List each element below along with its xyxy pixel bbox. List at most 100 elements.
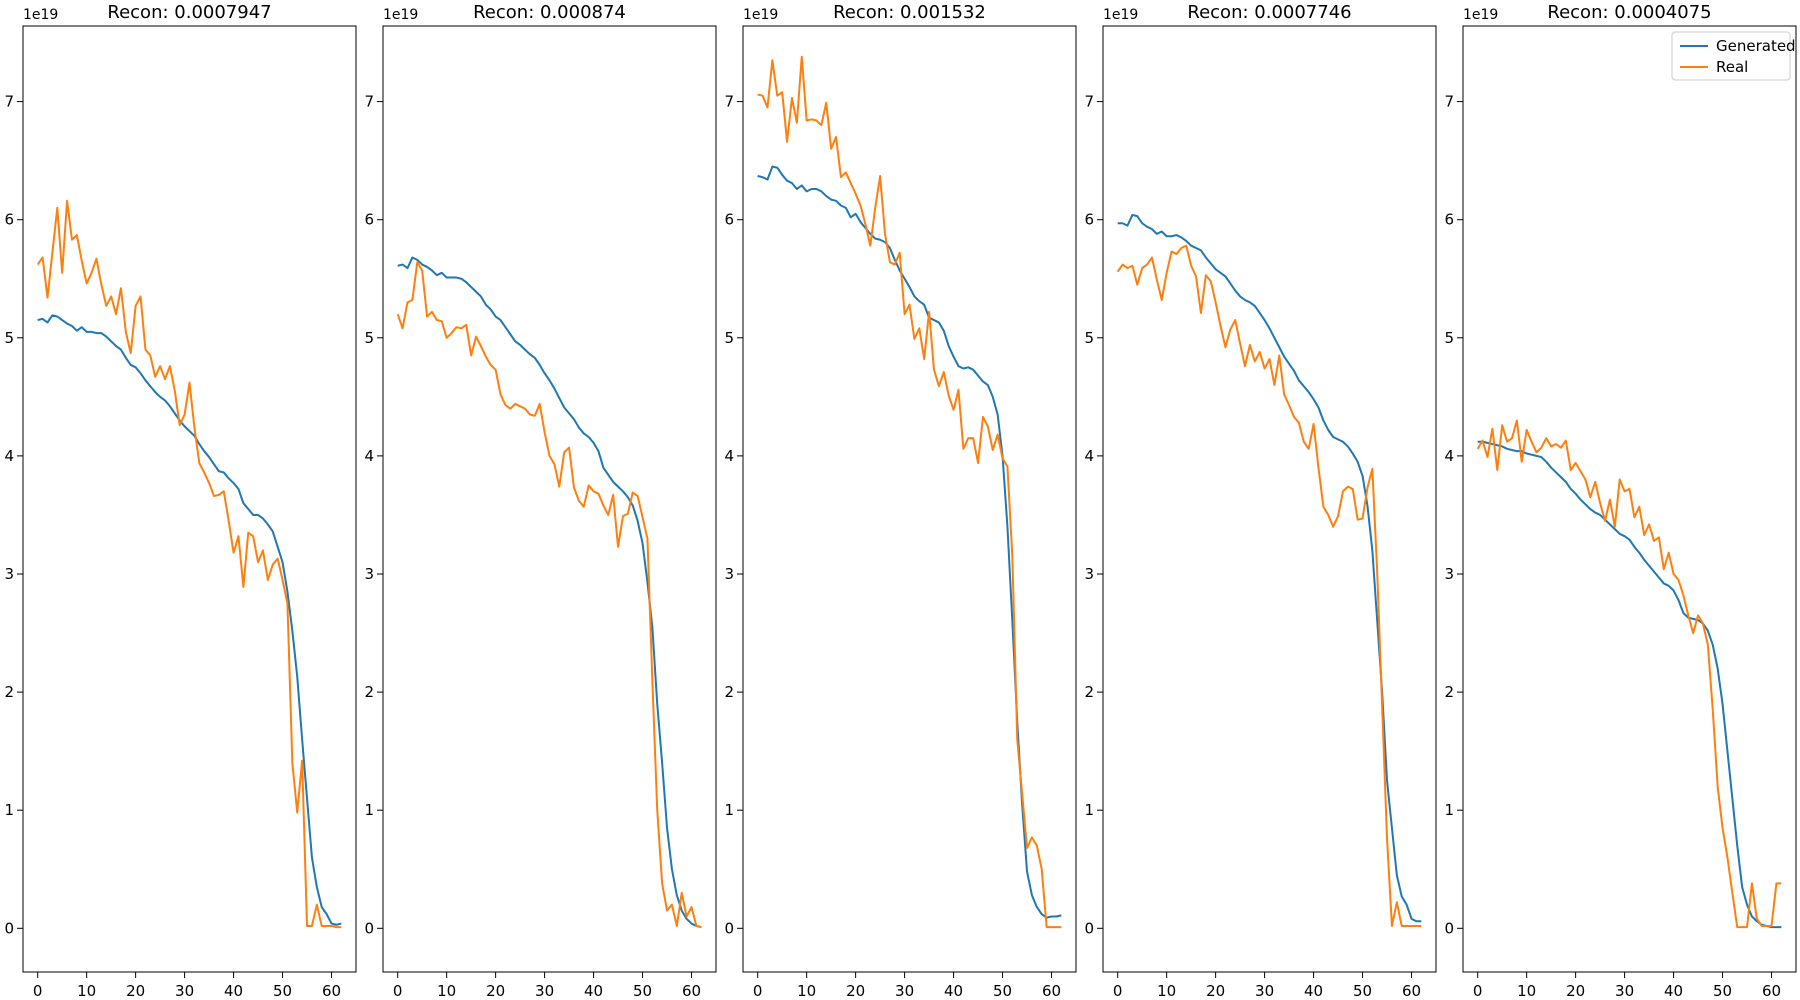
panel-3-y-tick-label: 7 xyxy=(724,93,734,111)
panel-2: 0 10 20 30 40 50 60 0 1 2 3 4 5 6 7 1e19 Recon: 0.000874 xyxy=(364,2,717,1000)
panel-5-y-tick-label: 6 xyxy=(1444,211,1454,229)
panel-1-title: Recon: 0.0007947 xyxy=(107,2,271,23)
panel-5-x-tick-label: 20 xyxy=(1566,982,1585,1000)
panel-1: 0 10 20 30 40 50 60 0 1 2 3 4 5 6 7 1e19 Recon: 0.000794… xyxy=(4,2,357,1000)
panel-4-y-tick-label: 6 xyxy=(1084,211,1094,229)
panel-4-y-tick-label: 4 xyxy=(1084,447,1094,465)
panel-4-y-tick-label: 0 xyxy=(1084,919,1094,937)
panel-5-y-tick-label: 4 xyxy=(1444,447,1454,465)
panel-4-axes-frame xyxy=(1102,25,1437,973)
panel-2-x-tick-label: 20 xyxy=(486,982,505,1000)
panel-4-y-tick-label: 7 xyxy=(1084,93,1094,111)
panel-3: 0 10 20 30 40 50 60 0 1 2 3 4 5 6 7 1e19 Recon: 0.001532 xyxy=(724,2,1077,1000)
panel-2-line-generated xyxy=(397,256,702,929)
panel-5-y-tick-label: 3 xyxy=(1444,565,1454,583)
panel-5-y-tick-label: 0 xyxy=(1444,919,1454,937)
panel-3-x-tick-label: 30 xyxy=(895,982,914,1000)
panel-5-y-tick-label: 1 xyxy=(1444,801,1454,819)
panel-2-y-multiplier: 1e19 xyxy=(383,7,418,23)
panel-4-x-tick-label: 10 xyxy=(1157,982,1176,1000)
panel-5-y-tick-label: 7 xyxy=(1444,93,1454,111)
panel-2-y-tick-label: 0 xyxy=(364,919,374,937)
panel-1-x-tick-label: 60 xyxy=(322,982,341,1000)
panel-1-line-real xyxy=(36,199,342,929)
panel-4: 0 10 20 30 40 50 60 0 1 2 3 4 5 6 7 1e19 Recon: 0.000774… xyxy=(1084,2,1437,1000)
panel-5-x-tick-label: 0 xyxy=(1473,982,1483,1000)
panel-1-y-tick-label: 7 xyxy=(4,93,14,111)
panel-2-y-tick-label: 3 xyxy=(364,565,374,583)
panel-4-line-generated xyxy=(1117,213,1422,923)
panel-1-y-tick-label: 5 xyxy=(4,329,14,347)
panel-1-y-multiplier: 1e19 xyxy=(23,7,58,23)
panel-2-axes-frame xyxy=(382,25,717,973)
panel-5-title: Recon: 0.0004075 xyxy=(1547,2,1711,23)
panel-3-y-tick-label: 1 xyxy=(724,801,734,819)
panel-3-y-tick-label: 5 xyxy=(724,329,734,347)
panel-4-y-tick-label: 1 xyxy=(1084,801,1094,819)
panel-2-x-tick-label: 30 xyxy=(535,982,554,1000)
panel-3-title: Recon: 0.001532 xyxy=(833,2,986,23)
panel-5-y-tick-label: 5 xyxy=(1444,329,1454,347)
panel-5-axes-frame xyxy=(1462,25,1797,973)
panel-5: 0 10 20 30 40 50 60 0 1 2 3 4 5 6 7 1e19 Recon: 0.000407… xyxy=(1444,2,1797,1000)
panel-4-line-real xyxy=(1116,244,1422,927)
panel-4-x-tick-label: 50 xyxy=(1353,982,1372,1000)
panel-2-y-tick-label: 7 xyxy=(364,93,374,111)
panel-3-y-tick-label: 2 xyxy=(724,683,734,701)
panel-2-y-tick-label: 4 xyxy=(364,447,374,465)
panel-3-x-tick-label: 50 xyxy=(993,982,1012,1000)
panel-2-x-tick-label: 40 xyxy=(584,982,603,1000)
legend: Generated Real xyxy=(1671,31,1796,81)
panel-1-axes-frame xyxy=(22,25,357,973)
panel-1-y-tick-label: 3 xyxy=(4,565,14,583)
panel-1-x-tick-label: 20 xyxy=(126,982,145,1000)
panel-2-y-tick-label: 2 xyxy=(364,683,374,701)
panel-5-x-tick-label: 50 xyxy=(1713,982,1732,1000)
panel-3-y-multiplier: 1e19 xyxy=(743,7,778,23)
panel-3-x-tick-label: 60 xyxy=(1042,982,1061,1000)
panel-4-y-tick-label: 5 xyxy=(1084,329,1094,347)
panel-2-x-tick-label: 0 xyxy=(393,982,403,1000)
panel-3-y-tick-label: 4 xyxy=(724,447,734,465)
panel-4-y-tick-label: 2 xyxy=(1084,683,1094,701)
panel-2-x-tick-label: 50 xyxy=(633,982,652,1000)
panel-4-x-tick-label: 30 xyxy=(1255,982,1274,1000)
panel-5-x-tick-label: 60 xyxy=(1762,982,1781,1000)
panel-3-line-generated xyxy=(757,165,1062,919)
panel-4-x-tick-label: 20 xyxy=(1206,982,1225,1000)
panel-2-y-tick-label: 1 xyxy=(364,801,374,819)
panel-2-x-tick-label: 60 xyxy=(682,982,701,1000)
panel-5-x-tick-label: 10 xyxy=(1517,982,1536,1000)
panel-1-x-tick-label: 10 xyxy=(77,982,96,1000)
panel-1-x-tick-label: 0 xyxy=(33,982,43,1000)
panel-1-x-tick-label: 30 xyxy=(175,982,194,1000)
panel-2-y-tick-label: 6 xyxy=(364,211,374,229)
panel-4-y-multiplier: 1e19 xyxy=(1103,7,1138,23)
panel-3-line-real xyxy=(757,55,1062,929)
panel-4-x-tick-label: 40 xyxy=(1304,982,1323,1000)
panel-3-axes-frame xyxy=(742,25,1077,973)
panel-5-y-tick-label: 2 xyxy=(1444,683,1454,701)
panel-1-y-tick-label: 2 xyxy=(4,683,14,701)
panel-4-x-tick-label: 0 xyxy=(1113,982,1123,1000)
panel-3-y-tick-label: 3 xyxy=(724,565,734,583)
panel-3-y-tick-label: 0 xyxy=(724,919,734,937)
panel-3-x-tick-label: 20 xyxy=(846,982,865,1000)
legend-label-generated: Generated xyxy=(1716,37,1796,55)
panel-1-y-tick-label: 0 xyxy=(4,919,14,937)
panel-5-x-tick-label: 40 xyxy=(1664,982,1683,1000)
panel-5-line-real xyxy=(1476,419,1782,929)
panel-2-line-real xyxy=(396,261,702,929)
panel-4-title: Recon: 0.0007746 xyxy=(1187,2,1351,23)
panel-5-line-generated xyxy=(1477,440,1782,929)
panel-2-x-tick-label: 10 xyxy=(437,982,456,1000)
panel-5-y-multiplier: 1e19 xyxy=(1463,7,1498,23)
panel-1-line-generated xyxy=(37,314,342,926)
panel-3-x-tick-label: 40 xyxy=(944,982,963,1000)
panel-3-y-tick-label: 6 xyxy=(724,211,734,229)
panel-1-y-tick-label: 4 xyxy=(4,447,14,465)
panel-4-y-tick-label: 3 xyxy=(1084,565,1094,583)
panel-4-x-tick-label: 60 xyxy=(1402,982,1421,1000)
panel-2-title: Recon: 0.000874 xyxy=(473,2,626,23)
